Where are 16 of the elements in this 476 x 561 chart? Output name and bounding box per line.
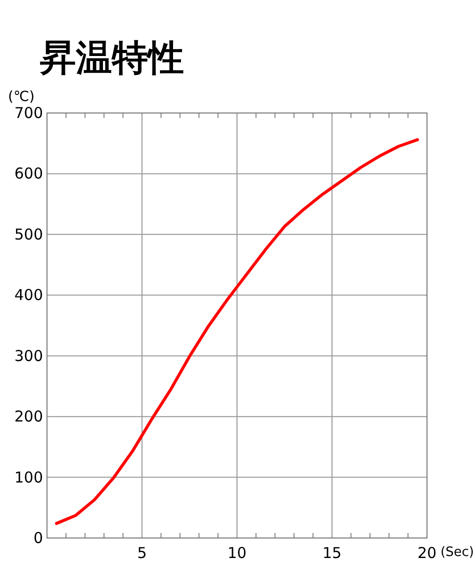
y-tick-label: 200 xyxy=(14,408,43,426)
x-tick-label: 20 xyxy=(417,544,437,561)
x-tick-label: 15 xyxy=(322,544,342,561)
line-series xyxy=(55,138,419,525)
y-tick-label: 0 xyxy=(33,529,43,547)
y-tick-label: 700 xyxy=(14,104,43,122)
y-tick-label: 600 xyxy=(14,164,43,183)
y-axis-title: (℃) xyxy=(8,89,35,105)
y-tick-label: 500 xyxy=(14,225,43,244)
y-tick-label: 300 xyxy=(14,346,43,365)
x-tick-label: 10 xyxy=(227,544,247,561)
x-axis-title: (Sec) xyxy=(440,545,474,560)
y-tick-label: 400 xyxy=(14,286,43,304)
y-tick-label: 100 xyxy=(14,468,43,486)
x-tick-label: 5 xyxy=(137,544,147,561)
chart-title: 昇温特性 xyxy=(39,38,184,79)
